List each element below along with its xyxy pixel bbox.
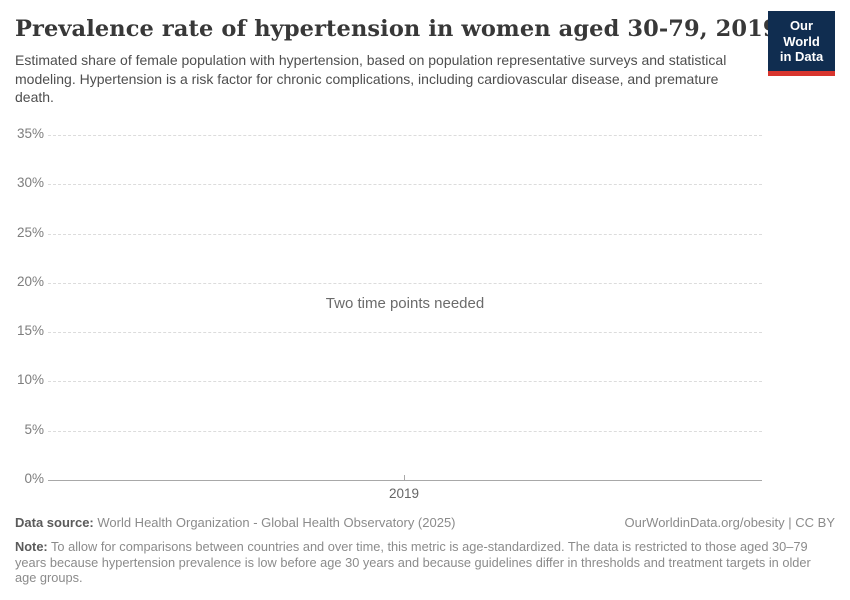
y-axis-label: 10%	[16, 372, 44, 388]
note-text: To allow for comparisons between countri…	[15, 539, 811, 586]
empty-state-message: Two time points needed	[325, 295, 485, 312]
chart-subtitle: Estimated share of female population wit…	[15, 52, 727, 105]
data-source-text: Data source: World Health Organization -…	[15, 515, 456, 530]
gridline	[48, 430, 762, 432]
data-source-label: Data source:	[15, 515, 94, 530]
y-axis-label: 15%	[16, 323, 44, 339]
note-label: Note:	[15, 539, 48, 554]
gridline	[48, 184, 762, 186]
y-axis-label: 35%	[16, 126, 44, 141]
gridline	[48, 480, 762, 481]
y-axis-label: 30%	[16, 175, 44, 191]
owid-logo-line2: in Data	[779, 49, 824, 64]
source-row: Data source: World Health Organization -…	[15, 515, 835, 530]
note-text-block: Note: To allow for comparisons between c…	[15, 539, 835, 586]
y-axis-label: 0%	[24, 471, 44, 486]
chart-footer: Data source: World Health Organization -…	[15, 515, 835, 586]
gridline	[48, 381, 762, 383]
gridline	[48, 332, 762, 334]
license-link[interactable]: OurWorldinData.org/obesity | CC BY	[624, 515, 836, 530]
gridline	[48, 233, 762, 235]
gridline	[48, 135, 762, 136]
y-axis-label: 20%	[16, 273, 44, 289]
chart-title: Prevalence rate of hypertension in women…	[15, 16, 779, 42]
owid-logo-line1: Our World	[783, 18, 820, 49]
x-axis-tick	[404, 475, 405, 481]
y-axis-label: 5%	[24, 421, 44, 437]
y-axis-label: 25%	[16, 224, 44, 240]
owid-logo: Our World in Data	[768, 11, 835, 76]
x-axis-label: 2019	[388, 486, 420, 501]
chart-header: Prevalence rate of hypertension in women…	[15, 11, 835, 107]
gridline	[48, 282, 762, 284]
data-source-value: World Health Organization - Global Healt…	[93, 515, 456, 530]
